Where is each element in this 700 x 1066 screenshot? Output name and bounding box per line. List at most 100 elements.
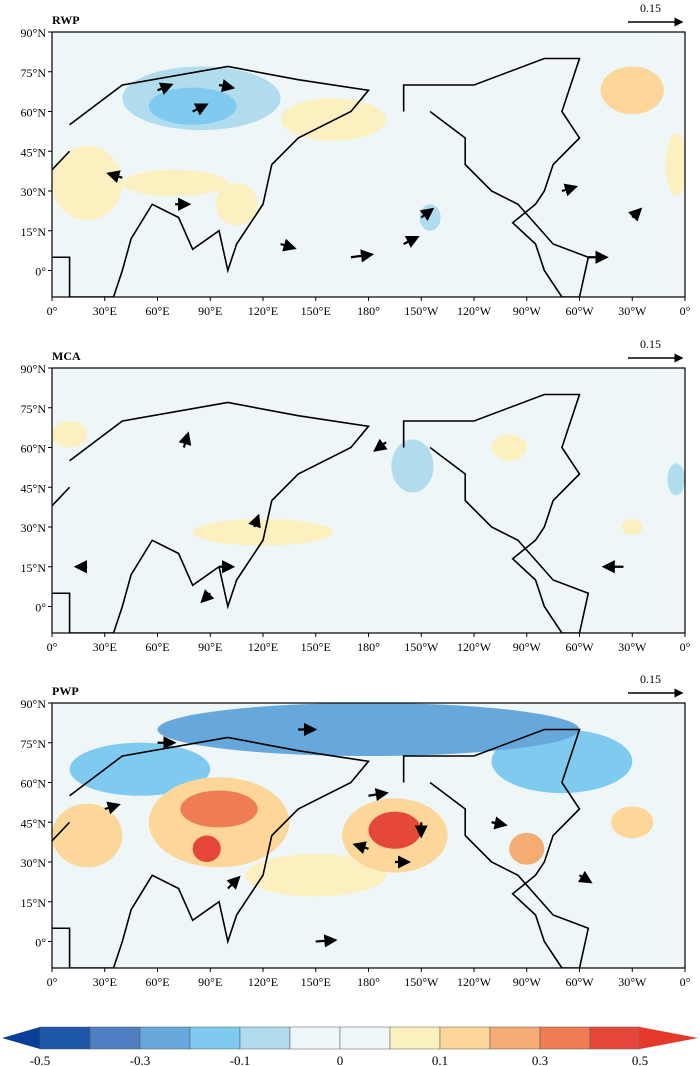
wind-vector	[628, 207, 643, 222]
anomaly-region	[122, 169, 228, 197]
colorbar-min-triangle	[2, 1027, 40, 1049]
colorbar-swatch	[389, 1026, 441, 1050]
map-panel-mca: MCA 0.15 90°N 75°N 60°N 45°N 30°N 15°N 0° 0° 30°E 6…	[21, 337, 691, 654]
lat-tick-label: 30°N	[21, 856, 47, 870]
lon-tick-label: 150°W	[404, 640, 439, 654]
lon-tick-label: 30°E	[93, 640, 117, 654]
wind-vector	[419, 207, 435, 221]
anomaly-region	[667, 463, 685, 496]
lon-tick-label: 30°E	[93, 975, 117, 989]
lon-tick-label: 150°E	[301, 304, 331, 318]
colorbar-swatch	[539, 1026, 591, 1050]
lat-tick-label: 15°N	[21, 561, 47, 575]
wind-vector	[104, 801, 121, 815]
lon-tick-label: 180°	[357, 975, 380, 989]
lat-tick-label: 0°	[35, 936, 46, 950]
lon-tick-label: 30°W	[618, 304, 647, 318]
lat-tick-label: 90°N	[21, 362, 47, 376]
anomaly-region	[192, 413, 334, 440]
wind-vector	[248, 513, 261, 529]
lon-tick-label: 0°	[680, 304, 691, 318]
coastline	[52, 736, 371, 968]
colorbar-swatch	[189, 1026, 241, 1050]
lon-tick-label: 60°E	[145, 975, 169, 989]
colorbar-swatch	[589, 1026, 641, 1050]
lat-tick-label: 90°N	[21, 697, 47, 711]
wind-vector	[315, 934, 338, 948]
coastline	[52, 65, 371, 297]
coastline	[402, 57, 590, 297]
colorbar-tick-label: -0.1	[230, 1053, 251, 1066]
anomaly-region	[69, 742, 211, 796]
lon-tick-label: 180°	[357, 304, 380, 318]
anomaly-region	[60, 458, 132, 490]
wind-vector	[226, 875, 241, 890]
lon-tick-label: 30°W	[618, 640, 647, 654]
wind-vector	[491, 816, 508, 830]
lon-tick-label: 60°E	[145, 304, 169, 318]
lat-tick-label: 75°N	[21, 402, 47, 416]
lon-tick-label: 120°E	[248, 304, 278, 318]
anomaly-region	[52, 145, 123, 221]
lon-tick-label: 90°W	[513, 640, 542, 654]
colorbar-tick-label: -0.3	[130, 1053, 151, 1066]
lon-tick-label: 90°E	[198, 640, 222, 654]
lat-tick-label: 0°	[35, 601, 46, 615]
anomaly-region	[180, 790, 258, 828]
wind-vector	[403, 236, 420, 248]
anomaly-region	[215, 183, 258, 226]
lon-tick-label: 90°W	[513, 975, 542, 989]
colorbar-swatch	[89, 1026, 141, 1050]
anomaly-region	[245, 854, 387, 897]
lat-tick-label: 90°N	[21, 26, 47, 40]
panel-title: PWP	[52, 684, 79, 698]
anomaly-region	[621, 519, 643, 535]
wind-vector	[157, 82, 174, 95]
lat-tick-label: 75°N	[21, 66, 47, 80]
colorbar-tick-label: 0	[337, 1053, 344, 1066]
lon-tick-label: 150°E	[301, 640, 331, 654]
lon-tick-label: 30°E	[93, 304, 117, 318]
lon-tick-label: 90°E	[198, 304, 222, 318]
lon-tick-label: 0°	[680, 975, 691, 989]
lon-tick-label: 0°	[47, 304, 58, 318]
lon-tick-label: 30°W	[618, 975, 647, 989]
anomaly-region	[192, 519, 334, 546]
anomaly-region	[148, 87, 237, 125]
anomaly-region	[391, 439, 434, 493]
lon-tick-label: 150°W	[404, 975, 439, 989]
colorbar-swatch	[489, 1026, 541, 1050]
colorbar-tick-label: -0.5	[30, 1053, 51, 1066]
anomaly-region	[611, 806, 654, 839]
lat-tick-label: 60°N	[21, 442, 47, 456]
lon-tick-label: 90°W	[513, 304, 542, 318]
lat-tick-label: 45°N	[21, 481, 47, 495]
lat-tick-label: 0°	[35, 265, 46, 279]
anomaly-region	[600, 66, 664, 115]
panel-title: MCA	[52, 349, 81, 363]
reference-vector-label: 0.15	[640, 337, 661, 351]
wind-vector	[200, 589, 215, 604]
colorbar-swatch	[339, 1026, 391, 1050]
lon-tick-label: 60°E	[145, 640, 169, 654]
wind-vector	[368, 788, 389, 802]
colorbar-swatch	[139, 1026, 191, 1050]
anomaly-region	[509, 832, 545, 865]
wind-vector	[218, 79, 236, 93]
lon-tick-label: 0°	[47, 975, 58, 989]
anomaly-region	[665, 132, 685, 197]
lon-tick-label: 150°W	[404, 304, 439, 318]
wind-vector	[280, 238, 297, 252]
panel-title: RWP	[52, 13, 80, 27]
lat-tick-label: 15°N	[21, 896, 47, 910]
wind-vector	[106, 170, 123, 184]
wind-vector	[373, 438, 388, 452]
map-panel-pwp: PWP 0.15 90°N 75°N 60°N 45°N 30°N 15°N 0° 0° 30°E 6…	[21, 672, 691, 989]
colorbar-swatch	[239, 1026, 291, 1050]
colorbar-swatch	[289, 1026, 341, 1050]
colorbar: -0.5 -0.3 -0.1 0 0.1 0.3 0.5	[2, 1026, 698, 1066]
colorbar-tick-label: 0.3	[532, 1053, 548, 1066]
coastline	[402, 393, 590, 633]
